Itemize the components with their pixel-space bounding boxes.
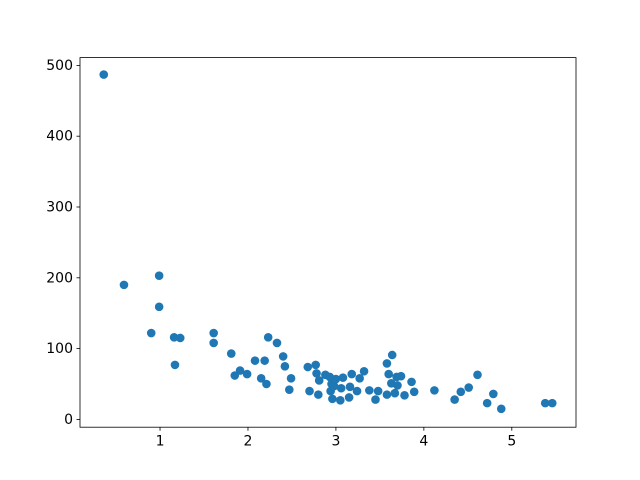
data-point [387, 350, 397, 360]
data-point [382, 390, 392, 399]
data-point [175, 333, 185, 343]
data-point [256, 374, 266, 383]
data-point [303, 362, 313, 372]
data-point [409, 387, 419, 397]
data-point [263, 332, 273, 342]
data-point [338, 373, 348, 382]
data-point [407, 377, 416, 387]
data-point [170, 360, 180, 370]
data-point [382, 359, 392, 368]
y-tick-label: 300 [46, 199, 73, 215]
data-point [396, 371, 406, 381]
x-tick-label: 2 [244, 434, 253, 450]
x-tick-label: 3 [331, 434, 340, 450]
data-point [496, 404, 506, 414]
y-tick-label: 0 [64, 412, 73, 428]
data-point [286, 374, 296, 383]
data-point [209, 328, 218, 338]
data-point [154, 271, 164, 280]
data-point [235, 366, 245, 375]
data-point [359, 366, 369, 376]
data-point [355, 374, 364, 383]
data-point [373, 386, 383, 396]
data-point [473, 370, 482, 380]
x-tick-label: 4 [419, 434, 428, 450]
data-point [400, 391, 409, 400]
data-point [430, 386, 439, 395]
data-point [328, 394, 337, 404]
data-point [280, 362, 290, 371]
data-point [540, 398, 550, 408]
data-point [450, 395, 459, 404]
x-tick-label: 1 [156, 434, 165, 450]
data-point [209, 338, 218, 348]
data-point [314, 376, 324, 385]
data-point [482, 398, 492, 408]
y-tick-label: 400 [46, 129, 73, 145]
data-point [260, 356, 269, 365]
data-point [312, 369, 321, 378]
data-point [331, 374, 341, 384]
data-point [345, 382, 355, 392]
data-point [329, 381, 339, 391]
data-point [365, 386, 374, 395]
data-point [547, 398, 557, 408]
data-point [154, 302, 164, 312]
axes-frame [79, 57, 577, 428]
data-point [371, 395, 380, 404]
data-point [250, 356, 260, 365]
data-point [384, 369, 393, 379]
data-point [311, 360, 320, 370]
plot-area-background [80, 57, 576, 428]
data-point [390, 388, 400, 398]
data-point [456, 387, 466, 397]
data-point [336, 395, 345, 405]
x-tick-label: 5 [507, 434, 516, 450]
y-tick-label: 500 [46, 58, 73, 74]
data-point [489, 389, 498, 399]
y-tick-label: 100 [46, 341, 73, 357]
data-point [285, 385, 294, 394]
data-point [226, 349, 236, 358]
data-point [352, 386, 362, 396]
data-point [272, 338, 282, 348]
data-point [242, 369, 252, 379]
data-point [278, 352, 288, 361]
data-point [262, 379, 271, 389]
data-point [305, 386, 314, 396]
data-point [464, 383, 474, 392]
data-point [119, 280, 129, 290]
data-point [99, 70, 109, 79]
data-point [314, 390, 323, 399]
y-tick-label: 200 [46, 270, 73, 286]
data-point [393, 381, 402, 390]
data-point [336, 383, 346, 393]
data-point [347, 369, 357, 379]
data-point [344, 393, 354, 402]
data-point [146, 328, 156, 338]
